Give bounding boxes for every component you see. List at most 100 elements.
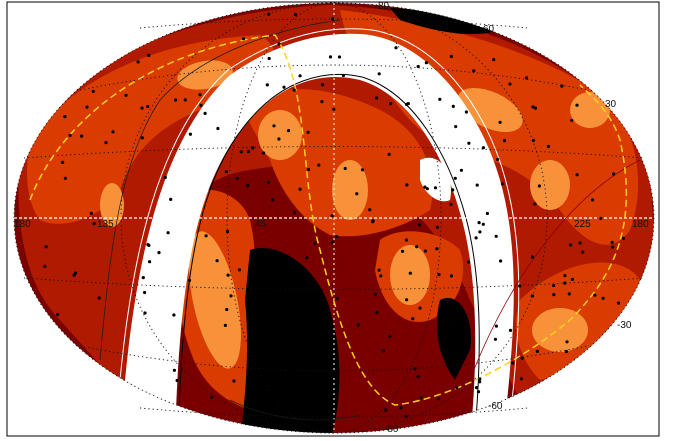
point-source <box>569 243 573 247</box>
point-source <box>477 221 481 225</box>
point-source <box>593 293 597 297</box>
lon-label-180-left: 180 <box>14 219 31 230</box>
point-source <box>530 294 534 298</box>
point-source <box>56 312 60 317</box>
point-source <box>449 54 453 59</box>
point-source <box>286 129 291 133</box>
contour-level-4 <box>390 245 430 305</box>
point-source <box>282 85 286 89</box>
point-source <box>210 395 214 399</box>
point-source <box>518 284 522 288</box>
point-source <box>277 42 281 46</box>
point-source <box>140 106 144 110</box>
lat-label-neg60: -60 <box>488 401 503 412</box>
point-source <box>578 241 582 245</box>
point-source <box>277 137 281 141</box>
point-source <box>478 230 482 234</box>
point-source <box>435 225 439 229</box>
point-source <box>293 210 297 215</box>
point-source <box>328 55 333 59</box>
point-source <box>320 100 324 104</box>
point-source <box>499 259 503 263</box>
point-source <box>464 317 469 321</box>
point-source <box>552 293 556 297</box>
point-source <box>289 274 293 278</box>
point-source <box>492 58 496 62</box>
point-source <box>341 73 345 78</box>
point-source <box>563 274 567 278</box>
point-source <box>330 214 334 218</box>
point-source <box>481 222 485 226</box>
point-source <box>442 333 447 337</box>
point-source <box>581 250 585 254</box>
point-source <box>394 46 398 50</box>
point-source <box>552 283 556 288</box>
point-source <box>563 281 567 285</box>
point-source <box>271 271 275 275</box>
point-source <box>229 294 233 298</box>
point-source <box>262 151 266 155</box>
point-source <box>437 397 441 401</box>
point-source <box>405 298 409 302</box>
point-source <box>331 17 335 21</box>
point-source <box>616 301 621 305</box>
point-sources <box>43 12 626 418</box>
point-source <box>498 120 502 124</box>
point-source <box>425 187 429 191</box>
point-source <box>360 168 365 172</box>
lat-label-neg80: -80 <box>384 424 399 435</box>
point-source <box>438 97 442 101</box>
point-source <box>494 234 498 238</box>
point-source <box>612 172 616 176</box>
point-source <box>43 264 47 268</box>
point-source <box>292 367 296 371</box>
point-source <box>111 130 115 134</box>
galactic-plane-line <box>29 34 628 406</box>
lat-label-80: 80 <box>378 1 390 12</box>
point-source <box>476 390 481 394</box>
point-source <box>187 278 192 282</box>
point-source <box>198 93 202 97</box>
point-source <box>387 152 391 156</box>
point-source <box>485 211 489 216</box>
point-source <box>570 277 574 281</box>
point-source <box>599 216 603 220</box>
point-source <box>166 231 170 235</box>
point-source <box>508 328 513 332</box>
point-source <box>85 105 89 109</box>
point-source <box>590 198 595 202</box>
lon-label-225: 225 <box>574 219 591 230</box>
point-source <box>406 102 410 106</box>
point-source <box>335 235 339 239</box>
point-source <box>560 84 564 88</box>
contour-level-4 <box>532 308 588 352</box>
point-source <box>251 146 255 150</box>
point-source <box>143 290 147 295</box>
point-source <box>424 61 428 65</box>
point-source <box>475 183 479 187</box>
point-source <box>377 72 381 76</box>
point-source <box>332 107 336 111</box>
point-source <box>381 349 385 353</box>
point-source <box>611 245 615 249</box>
point-source <box>97 296 101 300</box>
lon-label-45: 45 <box>255 219 267 230</box>
point-source <box>306 167 310 172</box>
point-source <box>169 197 173 201</box>
contour-level-4 <box>332 160 368 220</box>
point-source <box>312 347 316 351</box>
point-source <box>375 310 379 315</box>
point-source <box>298 74 302 78</box>
point-source <box>141 276 145 280</box>
point-source <box>466 260 471 264</box>
point-source <box>298 187 302 191</box>
point-source <box>416 375 420 379</box>
lon-label-180-right: 180 <box>632 219 649 230</box>
point-source <box>203 111 207 115</box>
point-source <box>454 125 458 129</box>
point-source <box>270 390 274 394</box>
point-source <box>72 273 76 277</box>
point-source <box>223 323 227 327</box>
point-source <box>272 124 276 128</box>
point-source <box>246 150 250 154</box>
